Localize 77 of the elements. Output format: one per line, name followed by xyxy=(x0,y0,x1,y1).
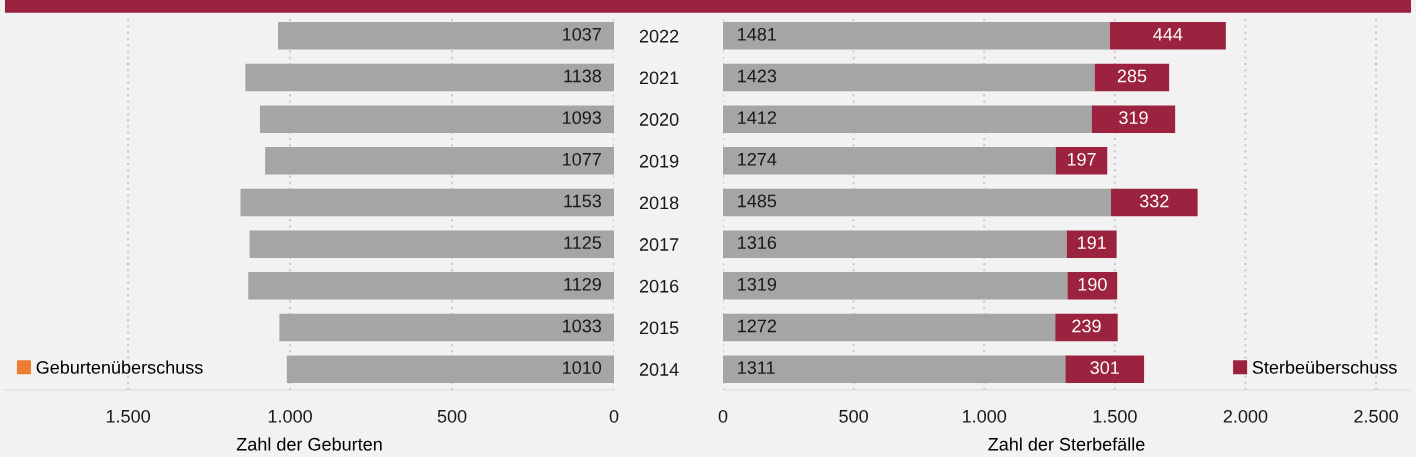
data-label: 332 xyxy=(1139,194,1169,208)
x-tick-label: 1.000 xyxy=(963,409,1007,423)
bar xyxy=(723,63,1095,92)
bar xyxy=(279,313,614,342)
data-label: 1010 xyxy=(563,361,602,375)
bar xyxy=(278,22,614,50)
bar xyxy=(1094,63,1170,92)
y-tick-label: 2016 xyxy=(639,279,679,293)
bar xyxy=(265,147,614,175)
bar xyxy=(723,313,1056,342)
data-label: 1138 xyxy=(564,69,602,83)
data-label: 1481 xyxy=(738,27,777,41)
bar xyxy=(259,105,614,133)
data-label: 1033 xyxy=(563,319,602,333)
x-tick-label: 0 xyxy=(718,409,728,423)
bar xyxy=(248,272,614,300)
bar xyxy=(723,105,1092,133)
legend-label: Geburtenüberschuss xyxy=(36,360,203,374)
y-tick-label: 2017 xyxy=(639,238,679,251)
y-tick-label: 2021 xyxy=(639,71,679,85)
data-label: 1093 xyxy=(563,111,602,125)
data-label: 1272 xyxy=(738,319,776,333)
bar xyxy=(723,230,1067,258)
bar xyxy=(286,355,614,383)
bar xyxy=(723,272,1068,300)
data-label: 190 xyxy=(1078,277,1107,291)
bar xyxy=(1066,230,1117,258)
bar xyxy=(1065,355,1145,383)
x-tick-label: 1.500 xyxy=(106,409,150,423)
bar xyxy=(1110,188,1198,217)
x-axis-title: Zahl der Sterbefälle xyxy=(988,437,1145,451)
x-tick-label: 1.000 xyxy=(268,409,312,423)
x-tick-label: 500 xyxy=(437,409,467,423)
bar xyxy=(1091,105,1176,133)
data-label: 1485 xyxy=(738,194,777,208)
bar xyxy=(1109,22,1226,50)
y-tick-label: 2022 xyxy=(639,29,679,43)
data-label: 1423 xyxy=(738,69,777,83)
y-tick-label: 2014 xyxy=(639,363,679,376)
data-label: 239 xyxy=(1072,319,1101,333)
data-label: 1077 xyxy=(563,152,601,166)
data-label: 197 xyxy=(1067,152,1096,166)
x-tick-label: 2.500 xyxy=(1354,409,1398,423)
data-label: 444 xyxy=(1153,28,1183,41)
bar xyxy=(723,355,1066,383)
data-label: 1311 xyxy=(738,361,775,375)
y-tick-label: 2018 xyxy=(639,196,679,210)
bar xyxy=(723,188,1111,217)
data-label: 1319 xyxy=(738,277,777,291)
bar xyxy=(1067,272,1118,300)
bar xyxy=(1055,313,1118,342)
data-label: 1153 xyxy=(564,194,602,208)
x-tick-label: 500 xyxy=(839,409,868,423)
y-tick-label: 2020 xyxy=(639,113,679,126)
y-tick-label: 2019 xyxy=(639,154,679,168)
bar xyxy=(240,188,614,217)
data-label: 1274 xyxy=(738,152,777,166)
data-label: 319 xyxy=(1119,111,1148,125)
data-label: 1129 xyxy=(564,277,601,291)
data-label: 1316 xyxy=(738,236,777,250)
x-tick-label: 1.500 xyxy=(1093,409,1137,423)
bar xyxy=(245,63,614,92)
y-tick-label: 2015 xyxy=(639,321,679,335)
bar xyxy=(723,22,1110,50)
bar xyxy=(723,147,1056,175)
x-axis-title: Zahl der Geburten xyxy=(236,437,382,451)
data-label: 301 xyxy=(1090,361,1119,375)
data-label: 1037 xyxy=(563,27,601,41)
data-label: 191 xyxy=(1078,236,1106,250)
data-label: 285 xyxy=(1117,69,1147,83)
data-label: 1125 xyxy=(564,236,602,250)
x-tick-label: 0 xyxy=(609,409,619,423)
bar xyxy=(249,230,614,258)
data-label: 1412 xyxy=(738,111,776,124)
x-tick-label: 2.000 xyxy=(1223,409,1268,423)
legend-label: Sterbeüberschuss xyxy=(1252,360,1397,374)
bar xyxy=(1055,147,1108,175)
